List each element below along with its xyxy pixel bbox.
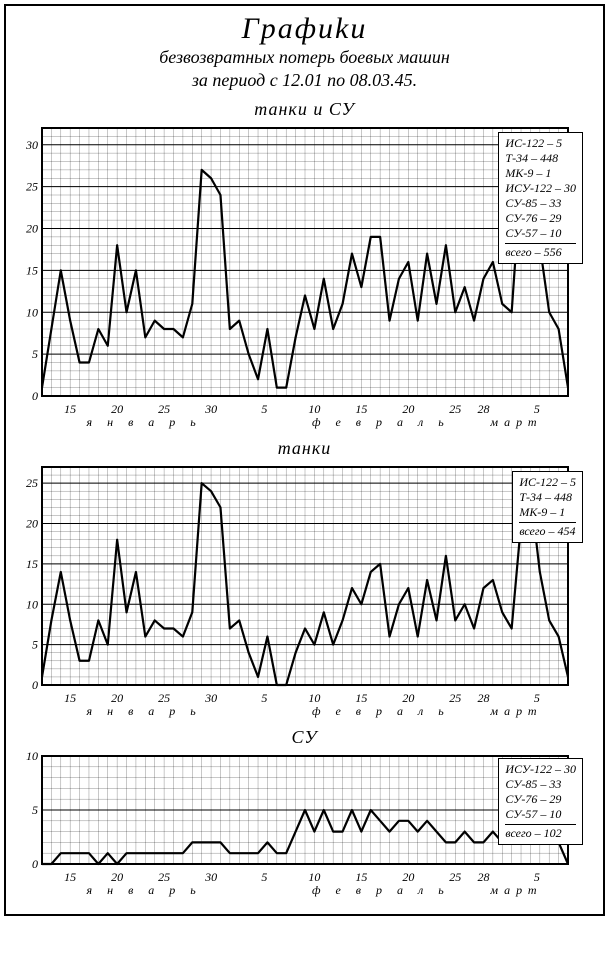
chart-title: танки — [14, 438, 595, 459]
legend-item: МК-9 – 1 — [519, 505, 576, 520]
legend-item: СУ-76 – 29 — [505, 211, 576, 226]
x-tick: 15 — [64, 870, 76, 885]
month-label: март — [490, 883, 542, 898]
legend-item: СУ-57 – 10 — [505, 807, 576, 822]
svg-text:5: 5 — [32, 347, 38, 361]
x-tick: 5 — [261, 691, 267, 706]
chart-c3: СУ 0 5 10 ИСУ-122 – 30СУ-85 – 33СУ-76 – 29СУ… — [14, 727, 595, 900]
x-tick: 30 — [205, 691, 217, 706]
legend-item: МК-9 – 1 — [505, 166, 576, 181]
legend-item: СУ-85 – 33 — [505, 777, 576, 792]
chart-title: СУ — [14, 727, 595, 748]
legend-total: всего – 102 — [505, 824, 576, 841]
legend-total: всего – 556 — [505, 243, 576, 260]
legend-item: ИС-122 – 5 — [519, 475, 576, 490]
legend-item: ИС-122 – 5 — [505, 136, 576, 151]
legend-item: ИСУ-122 – 30 — [505, 181, 576, 196]
svg-text:25: 25 — [26, 476, 38, 490]
legend-total: всего – 454 — [519, 522, 576, 539]
chart-svg: 0 5 10 15 20 25 — [14, 461, 574, 691]
svg-text:20: 20 — [26, 516, 38, 530]
x-tick: 30 — [205, 402, 217, 417]
svg-text:5: 5 — [32, 803, 38, 817]
legend-item: Т-34 – 448 — [519, 490, 576, 505]
svg-text:25: 25 — [26, 179, 38, 193]
svg-text:10: 10 — [26, 750, 38, 763]
legend-item: Т-34 – 448 — [505, 151, 576, 166]
title-block: Гpaфuku безвозвратных потерь боевых маши… — [14, 12, 595, 93]
title-main: Гpaфuku — [14, 12, 595, 46]
month-label: я н в а р ь — [87, 415, 202, 430]
x-tick: 25 — [449, 691, 461, 706]
chart-svg: 0 5 10 15 20 25 30 — [14, 122, 574, 402]
legend-item: СУ-57 – 10 — [505, 226, 576, 241]
svg-text:30: 30 — [25, 138, 38, 152]
title-sub1: безвозвратных потерь боевых машин — [14, 46, 595, 69]
month-label: март — [490, 415, 542, 430]
svg-text:15: 15 — [26, 557, 38, 571]
x-tick: 5 — [261, 870, 267, 885]
svg-text:0: 0 — [32, 857, 38, 870]
x-tick: 28 — [477, 402, 489, 417]
x-tick: 25 — [449, 402, 461, 417]
legend-item: ИСУ-122 – 30 — [505, 762, 576, 777]
x-tick: 28 — [477, 870, 489, 885]
x-tick: 15 — [64, 402, 76, 417]
legend-item: СУ-85 – 33 — [505, 196, 576, 211]
svg-text:10: 10 — [26, 597, 38, 611]
x-tick: 28 — [477, 691, 489, 706]
svg-text:15: 15 — [26, 263, 38, 277]
x-tick: 25 — [449, 870, 461, 885]
chart-c2: танки 0 5 10 15 20 25 ИС-122 – 5Т-34 – 448МК-9 … — [14, 438, 595, 721]
x-labels: 15202530510152025285я н в а р ьф е в р а… — [14, 691, 595, 721]
title-sub2: за период с 12.01 по 08.03.45. — [14, 69, 595, 92]
x-labels: 15202530510152025285я н в а р ьф е в р а… — [14, 402, 595, 432]
month-label: март — [490, 704, 542, 719]
month-label: ф е в р а л ь — [312, 883, 450, 898]
chart-svg: 0 5 10 — [14, 750, 574, 870]
charts-container: танки и СУ051015202530ИС-122 – 5Т-34 – 4… — [14, 99, 595, 900]
month-label: я н в а р ь — [87, 704, 202, 719]
month-label: я н в а р ь — [87, 883, 202, 898]
legend: ИС-122 – 5Т-34 – 448МК-9 – 1 всего – 454 — [512, 471, 583, 543]
x-tick: 30 — [205, 870, 217, 885]
month-label: ф е в р а л ь — [312, 704, 450, 719]
month-label: ф е в р а л ь — [312, 415, 450, 430]
x-tick: 5 — [261, 402, 267, 417]
svg-text:20: 20 — [26, 221, 38, 235]
x-tick: 15 — [64, 691, 76, 706]
chart-c1: танки и СУ 0 5 10 15 20 25 30 ИС-122 – 5Т-34 – 4… — [14, 99, 595, 432]
svg-text:0: 0 — [32, 389, 38, 402]
svg-text:0: 0 — [32, 678, 38, 691]
legend: ИСУ-122 – 30СУ-85 – 33СУ-76 – 29СУ-57 – … — [498, 758, 583, 845]
chart-title: танки и СУ — [14, 99, 595, 120]
x-labels: 15202530510152025285я н в а р ьф е в р а… — [14, 870, 595, 900]
page-frame: Гpaфuku безвозвратных потерь боевых маши… — [4, 4, 605, 916]
svg-text:10: 10 — [26, 305, 38, 319]
svg-text:5: 5 — [32, 637, 38, 651]
legend: ИС-122 – 5Т-34 – 448МК-9 – 1ИСУ-122 – 30… — [498, 132, 583, 264]
legend-item: СУ-76 – 29 — [505, 792, 576, 807]
